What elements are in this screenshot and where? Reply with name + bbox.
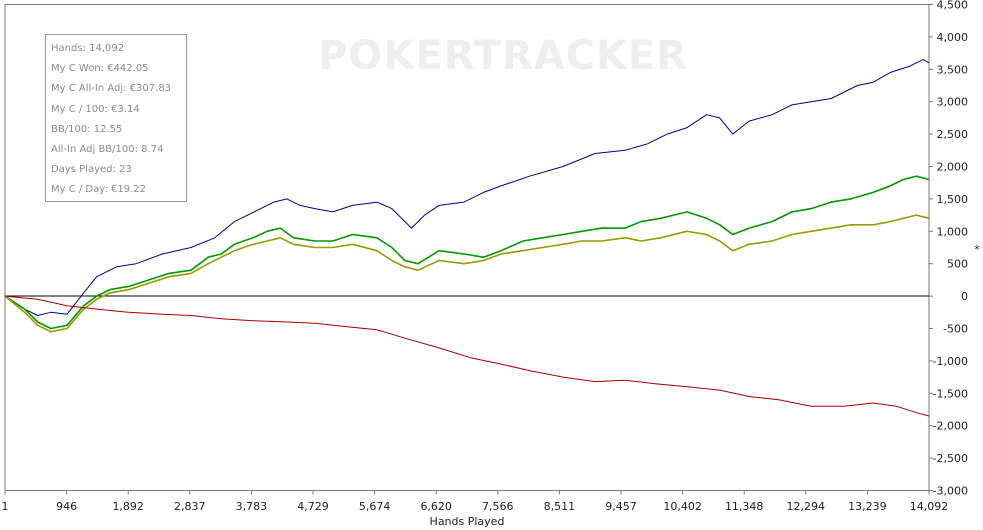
stat-per-day: My C / Day: €19.22 xyxy=(51,184,146,196)
y-tick-label: -3,000 xyxy=(933,485,968,498)
x-tick-label: 6,620 xyxy=(420,500,452,513)
y-tick-label: 500 xyxy=(947,258,968,271)
plot-area xyxy=(4,4,930,491)
stats-box: Hands: 14,092 My C Won: €442.05 My C All… xyxy=(45,34,187,202)
y-tick-label: 3,500 xyxy=(937,63,969,76)
x-tick-label: 3,783 xyxy=(236,500,268,513)
x-tick-label: 2,837 xyxy=(174,500,206,513)
y-tick-label: 1,500 xyxy=(937,193,969,206)
y-tick-label: 1,000 xyxy=(937,225,969,238)
stat-bb-100: BB/100: 12.55 xyxy=(51,123,123,135)
y-tick-label: 4,000 xyxy=(937,31,969,44)
y-tick-label: -1,000 xyxy=(933,355,968,368)
x-tick-label: 1,892 xyxy=(112,500,144,513)
x-axis-title: Hands Played xyxy=(430,515,505,528)
stat-allin-bb-100: All-In Adj BB/100: 8.74 xyxy=(51,144,164,156)
stat-allin-adj: My C All-In Adj: €307.83 xyxy=(51,83,172,95)
y-tick-label: 3,000 xyxy=(937,96,969,109)
x-tick-label: 1 xyxy=(2,500,9,513)
x-tick-label: 9,457 xyxy=(605,500,637,513)
watermark: POKERTRACKER xyxy=(318,33,688,79)
y-tick-label: -2,500 xyxy=(933,452,968,465)
y-axis: 4,500 4,000 3,500 3,000 2,500 2,000 1,500 1,000… xyxy=(929,0,968,498)
y-tick-label: 4,500 xyxy=(937,0,969,12)
y-tick-label: 0 xyxy=(961,290,968,303)
stat-days: Days Played: 23 xyxy=(51,164,132,176)
x-tick-label: 946 xyxy=(56,500,77,513)
stat-per-100: My C / 100: €3.14 xyxy=(51,103,140,115)
x-axis: 1 946 1,892 2,837 3,783 4,729 5,674 6,620 7,566 8… xyxy=(2,490,949,513)
x-tick-label: 14,092 xyxy=(910,500,949,513)
x-tick-label: 4,729 xyxy=(297,500,329,513)
x-tick-label: 8,511 xyxy=(544,500,576,513)
stat-won: My C Won: €442.05 xyxy=(51,63,149,75)
x-tick-label: 7,566 xyxy=(482,500,514,513)
x-tick-label: 10,402 xyxy=(663,500,702,513)
series-line-4 xyxy=(4,295,930,417)
x-tick-label: 5,674 xyxy=(359,500,391,513)
y-tick-label: 2,000 xyxy=(937,161,969,174)
y-tick-label: 2,500 xyxy=(937,128,969,141)
series-line-2 xyxy=(4,175,930,330)
y-tick-label: -1,500 xyxy=(933,387,968,400)
series-line-3 xyxy=(4,214,930,333)
series-layer xyxy=(4,59,930,417)
x-tick-label: 13,239 xyxy=(848,500,887,513)
stat-hands: Hands: 14,092 xyxy=(51,43,125,54)
y-axis-title: * xyxy=(974,243,980,256)
x-tick-label: 12,294 xyxy=(787,500,826,513)
x-tick-label: 11,348 xyxy=(725,500,764,513)
y-tick-label: -2,000 xyxy=(933,420,968,433)
y-tick-label: -500 xyxy=(943,323,968,336)
series-line-1 xyxy=(4,59,930,316)
